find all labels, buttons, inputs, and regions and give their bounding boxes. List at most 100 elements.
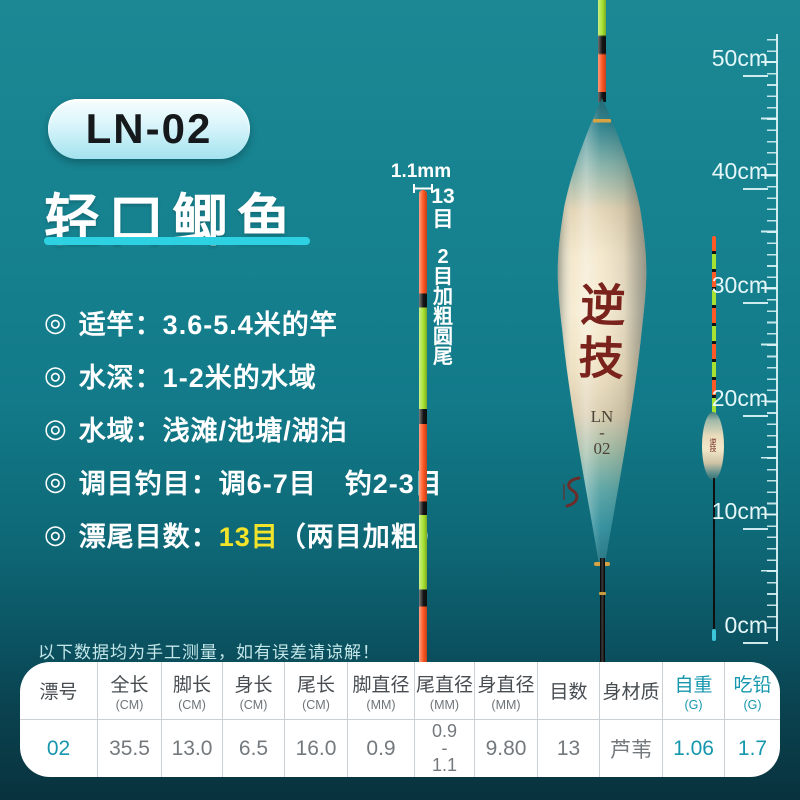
ruler-label-text: 20cm [711,385,768,411]
diameter-bracket-icon [413,184,433,193]
table-header-mark-count: 目数 [538,662,600,720]
spec-item-label: 调目钓目：调6-7目 钓2-3目 [78,468,443,499]
header-label: 身直径 [477,674,535,696]
main-float-body [557,98,647,564]
table-header-foot-diameter: 脚直径 (MM) [348,662,415,720]
tail-diameter-label: 1.1mm [390,161,452,182]
header-unit: (MM) [429,697,460,712]
spec-item-tail-marks: ◎ 漂尾目数： 13目 （两目加粗） [44,519,447,552]
table-cell-foot-length: 13.0 [162,720,223,777]
spec-item-waters: ◎ 水域：浅滩/池塘/湖泊 [44,413,447,446]
header-label: 全长 [110,674,149,696]
measurement-note: 以下数据均为手工测量，如有误差请谅解！ [38,643,380,662]
spec-item-tuning: ◎ 调目钓目：调6-7目 钓2-3目 [44,466,447,499]
ruler-label-tick [743,74,768,77]
spec-item-label: 适竿：3.6-5.4米的竿 [78,309,338,340]
tail-thick-marks-label: 2 目 加 粗 圆 尾 [433,246,453,368]
header-unit: (CM) [178,697,206,712]
spec-list: ◎ 适竿：3.6-5.4米的竿 ◎ 水深：1-2米的水域 ◎ 水域：浅滩/池塘/… [44,308,447,573]
table-cell-tail-length: 16.0 [285,720,348,777]
header-label: 身长 [234,674,273,696]
spec-bullet-icon: ◎ [44,413,67,443]
spec-table: 漂号 全长 (CM) 脚长 (CM) 身长 (CM) 尾长 (CM) 脚直径 (MM) 尾… [20,662,780,777]
ruler-label-40cm: 40cm [688,158,768,192]
header-label: 脚直径 [352,674,410,696]
header-unit: (CM) [239,697,268,712]
table-cell-float-no: 02 [20,720,98,777]
table-header-tail-diameter: 尾直径 (MM) [415,662,475,720]
header-label: 身材质 [602,682,660,703]
float-model-text: LN - 02 [590,407,614,459]
ruler-label-30cm: 30cm [688,272,768,306]
float-calligraphy-text: 逆 技 [577,280,627,385]
table-cell-lead-capacity: 1.7 [737,736,768,760]
header-unit: (G) [684,697,703,712]
table-header-tail-length: 尾长 (CM) [285,662,348,720]
table-cell-total-length: 35.5 [98,720,162,777]
ruler-label-tick [743,414,768,417]
spec-item-rod: ◎ 适竿：3.6-5.4米的竿 [44,307,447,340]
table-cell-body-diameter: 9.80 [475,720,538,777]
header-label: 自重 [674,674,713,696]
header-label: 尾直径 [415,674,473,696]
table-cell-self-weight: 1.06 [663,720,725,777]
spec-bullet-icon: ◎ [44,519,67,549]
scale-float-foot [713,478,715,632]
header-label: 目数 [549,682,588,703]
ruler-label-tick [743,187,768,190]
table-header-lead-capacity: 吃铅 (G) [725,662,780,720]
table-cell-mark-count: 13 [538,720,600,777]
header-unit: (CM) [115,697,144,712]
ruler-label-tick [743,641,768,644]
table-header-self-weight: 自重 (G) [663,662,725,720]
table-cell-foot-diameter: 0.9 [348,720,415,777]
spec-item-label-suffix: （两目加粗） [278,521,447,552]
ruler-label-tick [743,301,768,304]
header-unit: (G) [743,697,762,712]
ruler-label-text: 40cm [711,158,768,184]
spec-item-label: 水深：1-2米的水域 [78,362,317,393]
header-unit: (MM) [491,697,521,712]
table-header-body-length: 身长 (CM) [223,662,285,720]
header-label: 脚长 [172,674,211,696]
ruler-label-50cm: 50cm [688,45,768,79]
tail-closeup-rod [419,190,427,664]
table-header-total-length: 全长 (CM) [98,662,162,720]
tail-marks-count-label: 13 目 [431,185,455,231]
spec-bullet-icon: ◎ [44,360,67,390]
table-cell-body-material: 芦苇 [600,720,663,777]
gold-ring [599,592,606,595]
ruler-label-text: 0cm [724,612,768,638]
table-header-body-material: 身材质 [600,662,663,720]
table-header-foot-length: 脚长 (CM) [162,662,223,720]
ruler-label-0cm: 0cm [688,612,768,646]
main-float-tail [598,0,606,102]
spec-item-depth: ◎ 水深：1-2米的水域 [44,360,447,393]
scale-float-body: 逆 技 [702,412,724,480]
table-header-body-diameter: 身直径 (MM) [475,662,538,720]
header-label: 吃铅 [733,674,772,696]
ruler-label-text: 10cm [711,498,768,524]
header-unit: (MM) [366,697,396,712]
ruler-axis-line [776,34,778,641]
table-cell-body-length: 6.5 [223,720,285,777]
spec-item-highlight: 13目 [218,521,279,552]
header-unit: (CM) [302,697,330,712]
spec-item-label-prefix: 漂尾目数： [78,521,219,552]
brand-logo-icon [563,476,581,508]
main-float-foot [600,558,605,664]
spec-bullet-icon: ◎ [44,307,67,337]
ruler-label-text: 50cm [711,45,768,71]
scale-float-tip [712,629,716,641]
model-badge: LN-02 [48,99,250,159]
title-underline [44,237,310,245]
ruler-label-text: 30cm [711,272,768,298]
header-label: 尾长 [296,674,335,696]
scale-float-tail [712,236,716,415]
ruler-label-20cm: 20cm [688,385,768,419]
spec-bullet-icon: ◎ [44,466,67,496]
scale-float-text: 逆 技 [709,438,717,453]
ruler-label-tick [743,527,768,530]
table-header-float-no: 漂号 [20,662,98,720]
